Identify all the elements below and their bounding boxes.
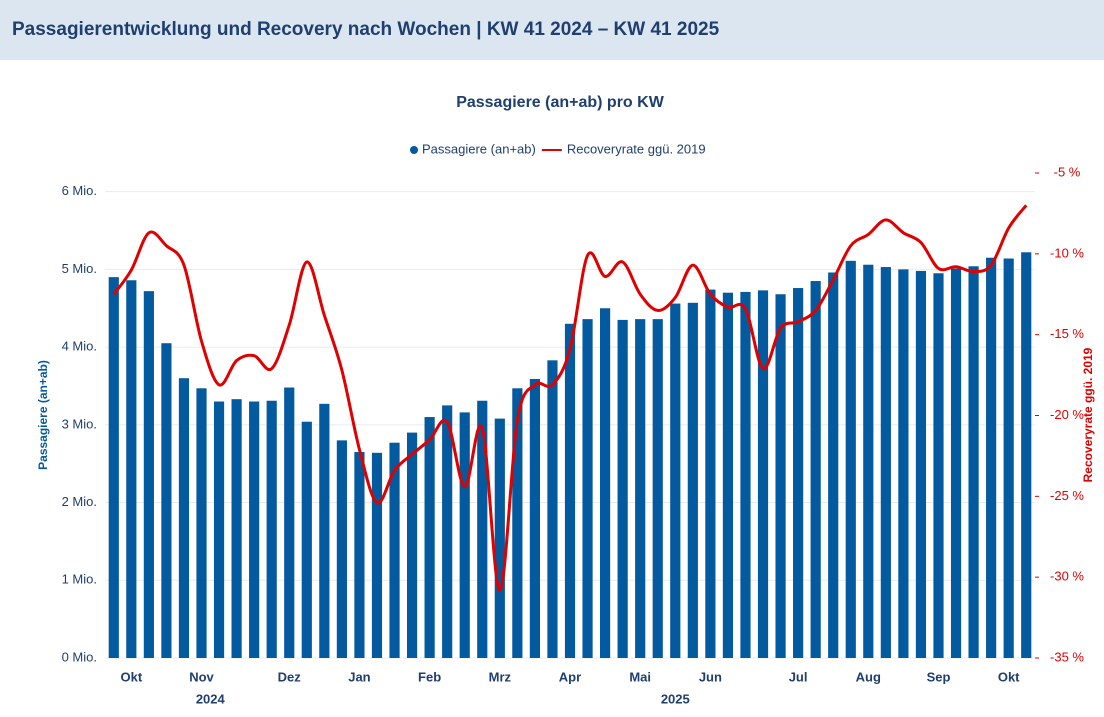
y2-tick-label: -5 % bbox=[1054, 164, 1081, 179]
bar bbox=[740, 291, 751, 658]
bar bbox=[652, 319, 663, 658]
bar bbox=[389, 442, 400, 658]
bar bbox=[933, 273, 944, 658]
y-tick-label: 0 Mio. bbox=[62, 649, 97, 664]
bar bbox=[143, 291, 154, 658]
bar bbox=[161, 343, 172, 658]
bar bbox=[477, 400, 488, 658]
line bbox=[112, 204, 1028, 592]
bar bbox=[494, 418, 505, 658]
x-tick-label: Okt bbox=[120, 669, 142, 684]
chart-title: Passagiere (an+ab) pro KW bbox=[456, 94, 665, 111]
y-tick-label: 3 Mio. bbox=[62, 416, 97, 431]
bar bbox=[600, 308, 611, 658]
y-tick-label: 5 Mio. bbox=[62, 261, 97, 276]
bar bbox=[722, 292, 734, 658]
bar bbox=[547, 360, 558, 658]
bar bbox=[319, 403, 330, 658]
legend-label: Recoveryrate ggü. 2019 bbox=[567, 141, 706, 156]
bar bbox=[986, 257, 997, 658]
bar bbox=[845, 260, 856, 658]
y2-tick-label: -25 % bbox=[1050, 488, 1084, 503]
y2-tick-label: -30 % bbox=[1050, 569, 1084, 584]
bar bbox=[635, 319, 646, 658]
y2-tick-label: -35 % bbox=[1050, 649, 1084, 664]
x-tick-label: Jul bbox=[789, 669, 808, 684]
bar bbox=[442, 405, 453, 658]
y2-axis-title: Recoveryrate ggü. 2019 bbox=[1081, 347, 1095, 482]
bar bbox=[1021, 252, 1032, 658]
y2-tick-label: -15 % bbox=[1050, 326, 1084, 341]
bar bbox=[687, 302, 698, 658]
bar bbox=[810, 281, 821, 658]
bar bbox=[196, 388, 207, 658]
y2-tick-label: -20 % bbox=[1050, 407, 1084, 422]
x-tick-label: Sep bbox=[927, 669, 951, 684]
legend-label: Passagiere (an+ab) bbox=[422, 141, 536, 156]
y-axis-title: Passagiere (an+ab) bbox=[36, 360, 50, 470]
bar bbox=[775, 294, 786, 658]
x-tick-label: Feb bbox=[418, 669, 441, 684]
bar bbox=[213, 401, 225, 658]
x-tick-label: Dez bbox=[278, 669, 302, 684]
bar bbox=[757, 290, 769, 658]
header: Passagierentwicklung und Recovery nach W… bbox=[0, 0, 1104, 60]
bar bbox=[231, 399, 242, 658]
y-tick-label: 2 Mio. bbox=[62, 494, 97, 509]
bar bbox=[670, 303, 681, 658]
x-tick-label: Jun bbox=[699, 669, 722, 684]
bar bbox=[863, 264, 874, 658]
bar bbox=[880, 267, 891, 658]
x-group-label: 2025 bbox=[661, 691, 690, 706]
bar bbox=[126, 280, 137, 658]
x-tick-label: Mai bbox=[629, 669, 651, 684]
y-tick-label: 4 Mio. bbox=[62, 339, 97, 354]
legend-swatch bbox=[410, 146, 418, 154]
bar bbox=[582, 319, 593, 658]
chart: Passagiere (an+ab) pro KW Passagiere (an… bbox=[36, 94, 1095, 706]
x-group-label: 2024 bbox=[196, 691, 226, 706]
y-tick-label: 1 Mio. bbox=[62, 572, 97, 587]
y-tick-label: 6 Mio. bbox=[62, 183, 97, 198]
bar bbox=[617, 319, 628, 658]
bar bbox=[512, 388, 523, 658]
x-tick-label: Okt bbox=[998, 669, 1020, 684]
bar bbox=[336, 440, 347, 658]
bar bbox=[898, 269, 909, 658]
x-tick-label: Mrz bbox=[489, 669, 512, 684]
y2-tick-label: -10 % bbox=[1050, 245, 1084, 260]
x-tick-label: Apr bbox=[559, 669, 581, 684]
bar bbox=[828, 272, 839, 658]
bar bbox=[249, 401, 260, 658]
page-title: Passagierentwicklung und Recovery nach W… bbox=[12, 19, 720, 40]
bar bbox=[284, 387, 295, 658]
bar bbox=[529, 378, 540, 658]
bar bbox=[301, 421, 312, 658]
bar bbox=[178, 378, 190, 658]
bar bbox=[950, 268, 962, 658]
bar bbox=[1003, 258, 1014, 658]
bar bbox=[459, 412, 470, 658]
bar bbox=[793, 288, 804, 658]
bar bbox=[354, 452, 365, 658]
bar bbox=[424, 417, 435, 658]
bar bbox=[108, 277, 119, 658]
bar bbox=[915, 270, 927, 658]
bar bbox=[705, 289, 716, 658]
x-tick-label: Nov bbox=[189, 669, 214, 684]
bar bbox=[406, 432, 418, 658]
bar bbox=[968, 266, 979, 658]
bar bbox=[564, 323, 576, 658]
bar bbox=[266, 400, 277, 658]
bar bbox=[371, 452, 383, 658]
x-tick-label: Aug bbox=[856, 669, 881, 684]
x-tick-label: Jan bbox=[348, 669, 370, 684]
